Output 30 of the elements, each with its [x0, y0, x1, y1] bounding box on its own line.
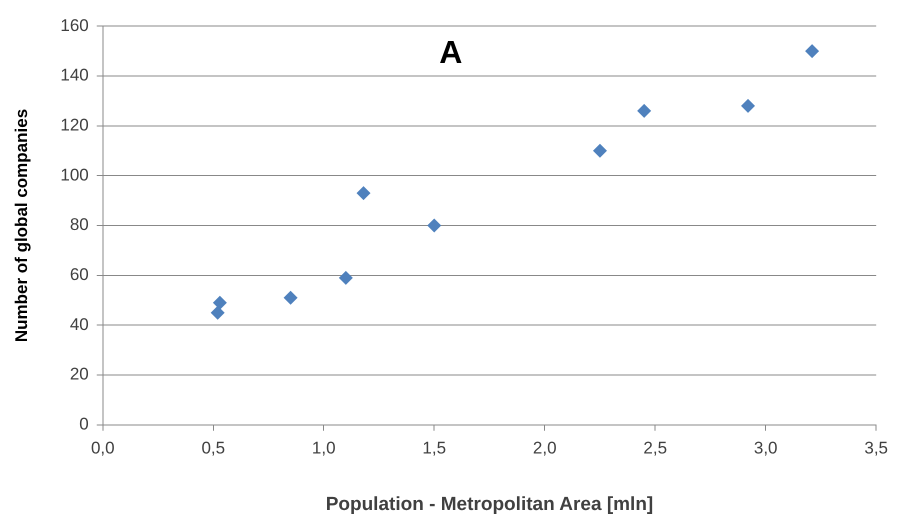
- y-tick-label: 0: [79, 414, 89, 434]
- y-tick-label: 60: [70, 265, 89, 284]
- y-axis-title: Number of global companies: [12, 108, 31, 342]
- x-tick-label: 2,5: [643, 438, 668, 458]
- y-tick-label: 100: [60, 165, 89, 184]
- y-tick-label: 160: [60, 16, 89, 35]
- point: [805, 44, 820, 58]
- point: [212, 296, 227, 310]
- x-tick-label: 1,5: [422, 438, 446, 458]
- point: [338, 270, 353, 285]
- x-tick-label: 0,5: [201, 438, 226, 458]
- y-tick-label: 80: [70, 215, 89, 234]
- point: [637, 104, 652, 118]
- x-tick-label: 2,0: [532, 438, 557, 458]
- x-tick-label: 1,0: [312, 438, 336, 458]
- point: [356, 186, 371, 200]
- point: [741, 98, 756, 113]
- point: [427, 218, 442, 232]
- x-tick-label: 3,0: [754, 438, 778, 458]
- y-tick-label: 40: [70, 314, 89, 334]
- y-tick-label: 140: [60, 66, 89, 85]
- point: [210, 306, 225, 320]
- annotation: A: [439, 34, 462, 70]
- x-tick-label: 3,5: [864, 438, 888, 458]
- x-tick-label: 0,0: [90, 438, 115, 458]
- x-axis-title: Population - Metropolitan Area [mln]: [326, 494, 654, 515]
- point: [284, 290, 298, 305]
- point: [592, 144, 607, 158]
- y-tick-label: 20: [70, 364, 89, 384]
- y-tick-label: 120: [60, 116, 89, 135]
